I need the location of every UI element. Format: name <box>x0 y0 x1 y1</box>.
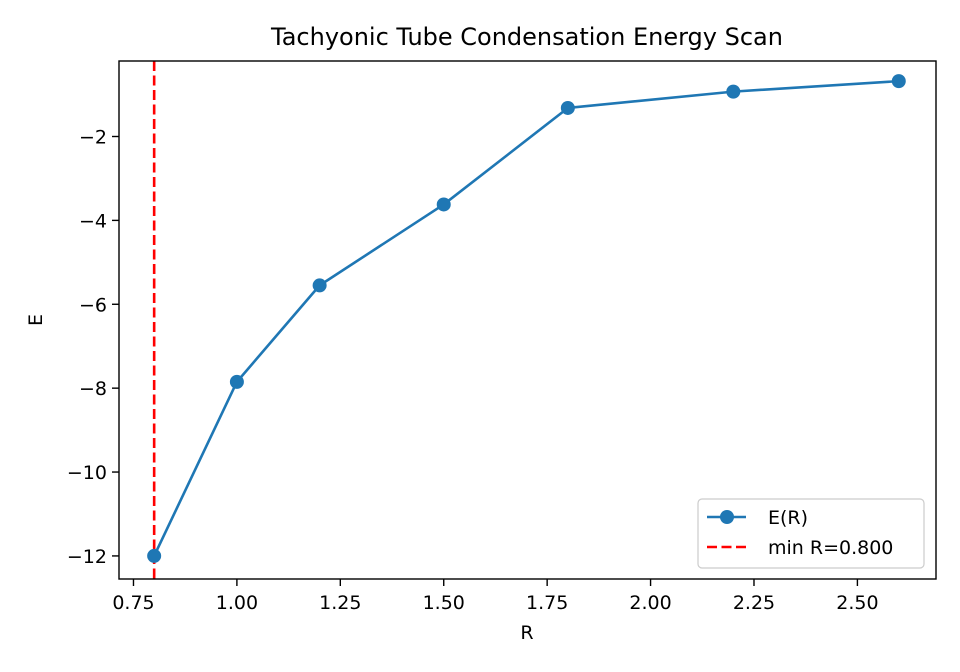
data-point <box>312 278 327 293</box>
x-tick-label: 1.75 <box>526 592 568 614</box>
legend-label-reference: min R=0.800 <box>768 537 893 559</box>
legend-label-series: E(R) <box>768 507 808 529</box>
x-axis-label: R <box>520 622 533 644</box>
data-point <box>560 100 575 115</box>
y-tick-label: −8 <box>79 378 107 400</box>
y-tick-label: −2 <box>79 126 107 148</box>
data-point <box>891 74 906 89</box>
y-tick-label: −4 <box>79 210 107 232</box>
y-tick-label: −12 <box>67 546 107 568</box>
x-tick-label: 0.75 <box>112 592 154 614</box>
x-tick-label: 1.00 <box>216 592 258 614</box>
x-tick-label: 2.25 <box>733 592 775 614</box>
y-tick-label: −10 <box>67 462 107 484</box>
x-tick-label: 2.00 <box>629 592 671 614</box>
plot-area: 0.75 1.00 1.25 1.50 1.75 2.00 2.25 2.50 −12 −10 −8… <box>67 60 937 614</box>
data-point <box>229 374 244 389</box>
x-tick-label: 1.25 <box>319 592 361 614</box>
axes-frame <box>118 60 937 580</box>
data-point <box>147 548 162 563</box>
x-tick-label: 2.50 <box>836 592 878 614</box>
y-tick-label: −6 <box>79 294 107 316</box>
y-axis-label: E <box>25 314 47 326</box>
data-point <box>436 197 451 212</box>
data-point <box>726 84 741 99</box>
x-tick-label: 1.50 <box>423 592 465 614</box>
legend-marker-series <box>720 510 734 524</box>
legend-box <box>697 498 925 569</box>
chart-title: Tachyonic Tube Condensation Energy Scan <box>270 23 783 51</box>
